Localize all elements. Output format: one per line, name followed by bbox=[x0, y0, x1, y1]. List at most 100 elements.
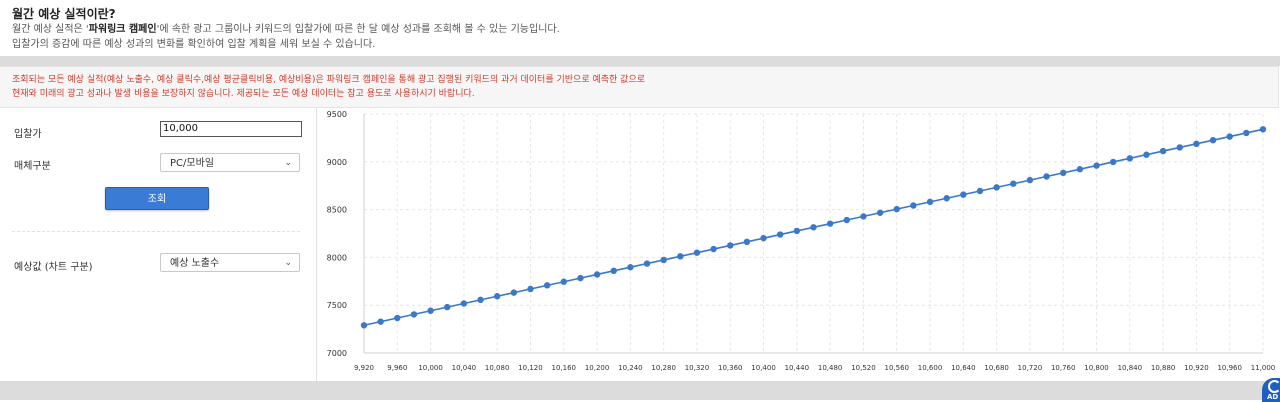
x-tick-label: 10,440 bbox=[785, 364, 810, 372]
notice-line-2: 현재와 미래의 광고 성과나 발생 비용을 보장하지 않습니다. 제공되는 모든… bbox=[12, 89, 475, 99]
data-point bbox=[1093, 162, 1100, 169]
x-tick-label: 10,920 bbox=[1184, 364, 1209, 372]
x-tick-label: 10,560 bbox=[884, 364, 909, 372]
data-point bbox=[643, 260, 651, 267]
data-point bbox=[1193, 140, 1200, 148]
x-tick-label: 10,400 bbox=[751, 364, 776, 372]
bid-label: 입찰가 bbox=[14, 129, 42, 140]
data-point bbox=[410, 311, 418, 318]
data-point bbox=[943, 195, 950, 202]
x-tick-label: 10,320 bbox=[685, 364, 710, 372]
ad-badge[interactable]: AD bbox=[1262, 378, 1280, 402]
data-point bbox=[810, 224, 817, 231]
data-point bbox=[1060, 169, 1067, 177]
y-tick-label: 7000 bbox=[327, 349, 347, 358]
data-point bbox=[876, 209, 884, 216]
refresh-icon bbox=[1268, 380, 1280, 393]
data-point bbox=[394, 314, 401, 322]
data-point bbox=[1159, 147, 1167, 155]
x-tick-label: 10,720 bbox=[1018, 364, 1043, 372]
data-point bbox=[1226, 133, 1233, 140]
notice-line-1: 조회되는 모든 예상 실적(예상 노출수, 예상 클릭수,예상 평균클릭비용, … bbox=[12, 75, 646, 85]
data-point bbox=[627, 264, 634, 271]
media-label: 매체구분 bbox=[14, 161, 51, 172]
panel-divider bbox=[12, 231, 300, 232]
data-point bbox=[1176, 144, 1183, 151]
intro-line-1-suffix: '에 속한 광고 그룹이나 키워드의 입찰가에 따른 한 달 예상 성과를 조회… bbox=[156, 24, 560, 35]
data-point bbox=[1143, 151, 1150, 158]
x-tick-label: 9,920 bbox=[354, 364, 374, 372]
x-tick-label: 10,280 bbox=[651, 364, 676, 372]
data-point bbox=[727, 242, 734, 249]
y-tick-label: 9500 bbox=[327, 110, 347, 119]
data-point bbox=[976, 187, 984, 195]
x-tick-label: 10,840 bbox=[1118, 364, 1143, 372]
y-tick-label: 8500 bbox=[327, 206, 347, 215]
x-tick-label: 10,080 bbox=[485, 364, 510, 372]
data-point bbox=[427, 307, 434, 314]
chevron-down-icon: ⌄ bbox=[284, 158, 292, 168]
intro-line-1-prefix: 월간 예상 실적은 ' bbox=[12, 24, 89, 35]
x-tick-label: 10,120 bbox=[518, 364, 543, 372]
data-point bbox=[493, 293, 501, 300]
data-point bbox=[610, 267, 617, 275]
x-tick-label: 10,600 bbox=[918, 364, 943, 372]
estimate-select[interactable]: 예상 노출수 ⌄ bbox=[160, 253, 300, 272]
y-tick-label: 8000 bbox=[327, 253, 347, 262]
x-tick-label: 9,960 bbox=[387, 364, 407, 372]
data-point bbox=[960, 191, 967, 198]
data-point bbox=[993, 184, 1000, 191]
data-point bbox=[1026, 176, 1034, 184]
intro-section: 월간 예상 실적이란? 월간 예상 실적은 '파워링크 캠페인'에 속한 광고 … bbox=[12, 6, 1272, 52]
data-point bbox=[560, 278, 567, 285]
data-point bbox=[910, 202, 917, 209]
estimate-select-value: 예상 노출수 bbox=[170, 258, 220, 269]
x-tick-label: 10,160 bbox=[552, 364, 577, 372]
section-divider bbox=[0, 56, 1280, 66]
data-point bbox=[593, 271, 601, 278]
y-tick-label: 7500 bbox=[327, 301, 347, 310]
data-point bbox=[377, 318, 384, 325]
x-tick-label: 10,360 bbox=[718, 364, 743, 372]
ad-badge-label: AD bbox=[1267, 393, 1279, 401]
data-point bbox=[527, 285, 534, 293]
data-point bbox=[1010, 180, 1017, 187]
data-point bbox=[693, 249, 701, 256]
chevron-down-icon: ⌄ bbox=[284, 258, 292, 268]
media-select-value: PC/모바일 bbox=[170, 158, 214, 169]
x-tick-label: 10,800 bbox=[1084, 364, 1109, 372]
data-point bbox=[1259, 126, 1267, 133]
x-tick-label: 10,240 bbox=[618, 364, 643, 372]
bid-input[interactable]: 10,000 bbox=[160, 121, 302, 137]
data-point bbox=[826, 220, 834, 227]
data-point bbox=[710, 245, 717, 253]
data-point bbox=[777, 231, 784, 238]
x-tick-label: 10,040 bbox=[452, 364, 477, 372]
data-point bbox=[793, 227, 801, 235]
data-point bbox=[660, 256, 667, 264]
intro-line-1: 월간 예상 실적은 '파워링크 캠페인'에 속한 광고 그룹이나 키워드의 입찰… bbox=[12, 22, 1272, 37]
data-point bbox=[1209, 136, 1217, 144]
intro-line-2: 입찰가의 증감에 따른 예상 성과의 변화를 확인하여 입찰 계획을 세워 보실… bbox=[12, 39, 376, 50]
media-select[interactable]: PC/모바일 ⌄ bbox=[160, 153, 300, 172]
y-tick-label: 9000 bbox=[327, 158, 347, 167]
bottom-divider bbox=[0, 381, 1280, 400]
notice-box: 조회되는 모든 예상 실적(예상 노출수, 예상 클릭수,예상 평균클릭비용, … bbox=[0, 66, 1279, 108]
data-point bbox=[677, 253, 684, 260]
x-tick-label: 10,480 bbox=[818, 364, 843, 372]
data-point bbox=[360, 322, 368, 329]
intro-title: 월간 예상 실적이란? bbox=[12, 7, 116, 21]
data-point bbox=[1126, 155, 1134, 162]
data-point bbox=[477, 296, 484, 304]
search-button[interactable]: 조회 bbox=[105, 187, 209, 210]
x-tick-label: 10,760 bbox=[1051, 364, 1076, 372]
data-point bbox=[1109, 158, 1117, 166]
x-tick-label: 10,880 bbox=[1151, 364, 1176, 372]
x-tick-label: 10,000 bbox=[418, 364, 443, 372]
data-point bbox=[577, 274, 584, 282]
data-point bbox=[893, 205, 900, 213]
x-tick-label: 10,680 bbox=[984, 364, 1009, 372]
estimate-label: 예상값 (차트 구분) bbox=[14, 262, 93, 273]
intro-line-1-bold: 파워링크 캠페인 bbox=[88, 24, 157, 35]
data-point bbox=[1076, 166, 1084, 173]
